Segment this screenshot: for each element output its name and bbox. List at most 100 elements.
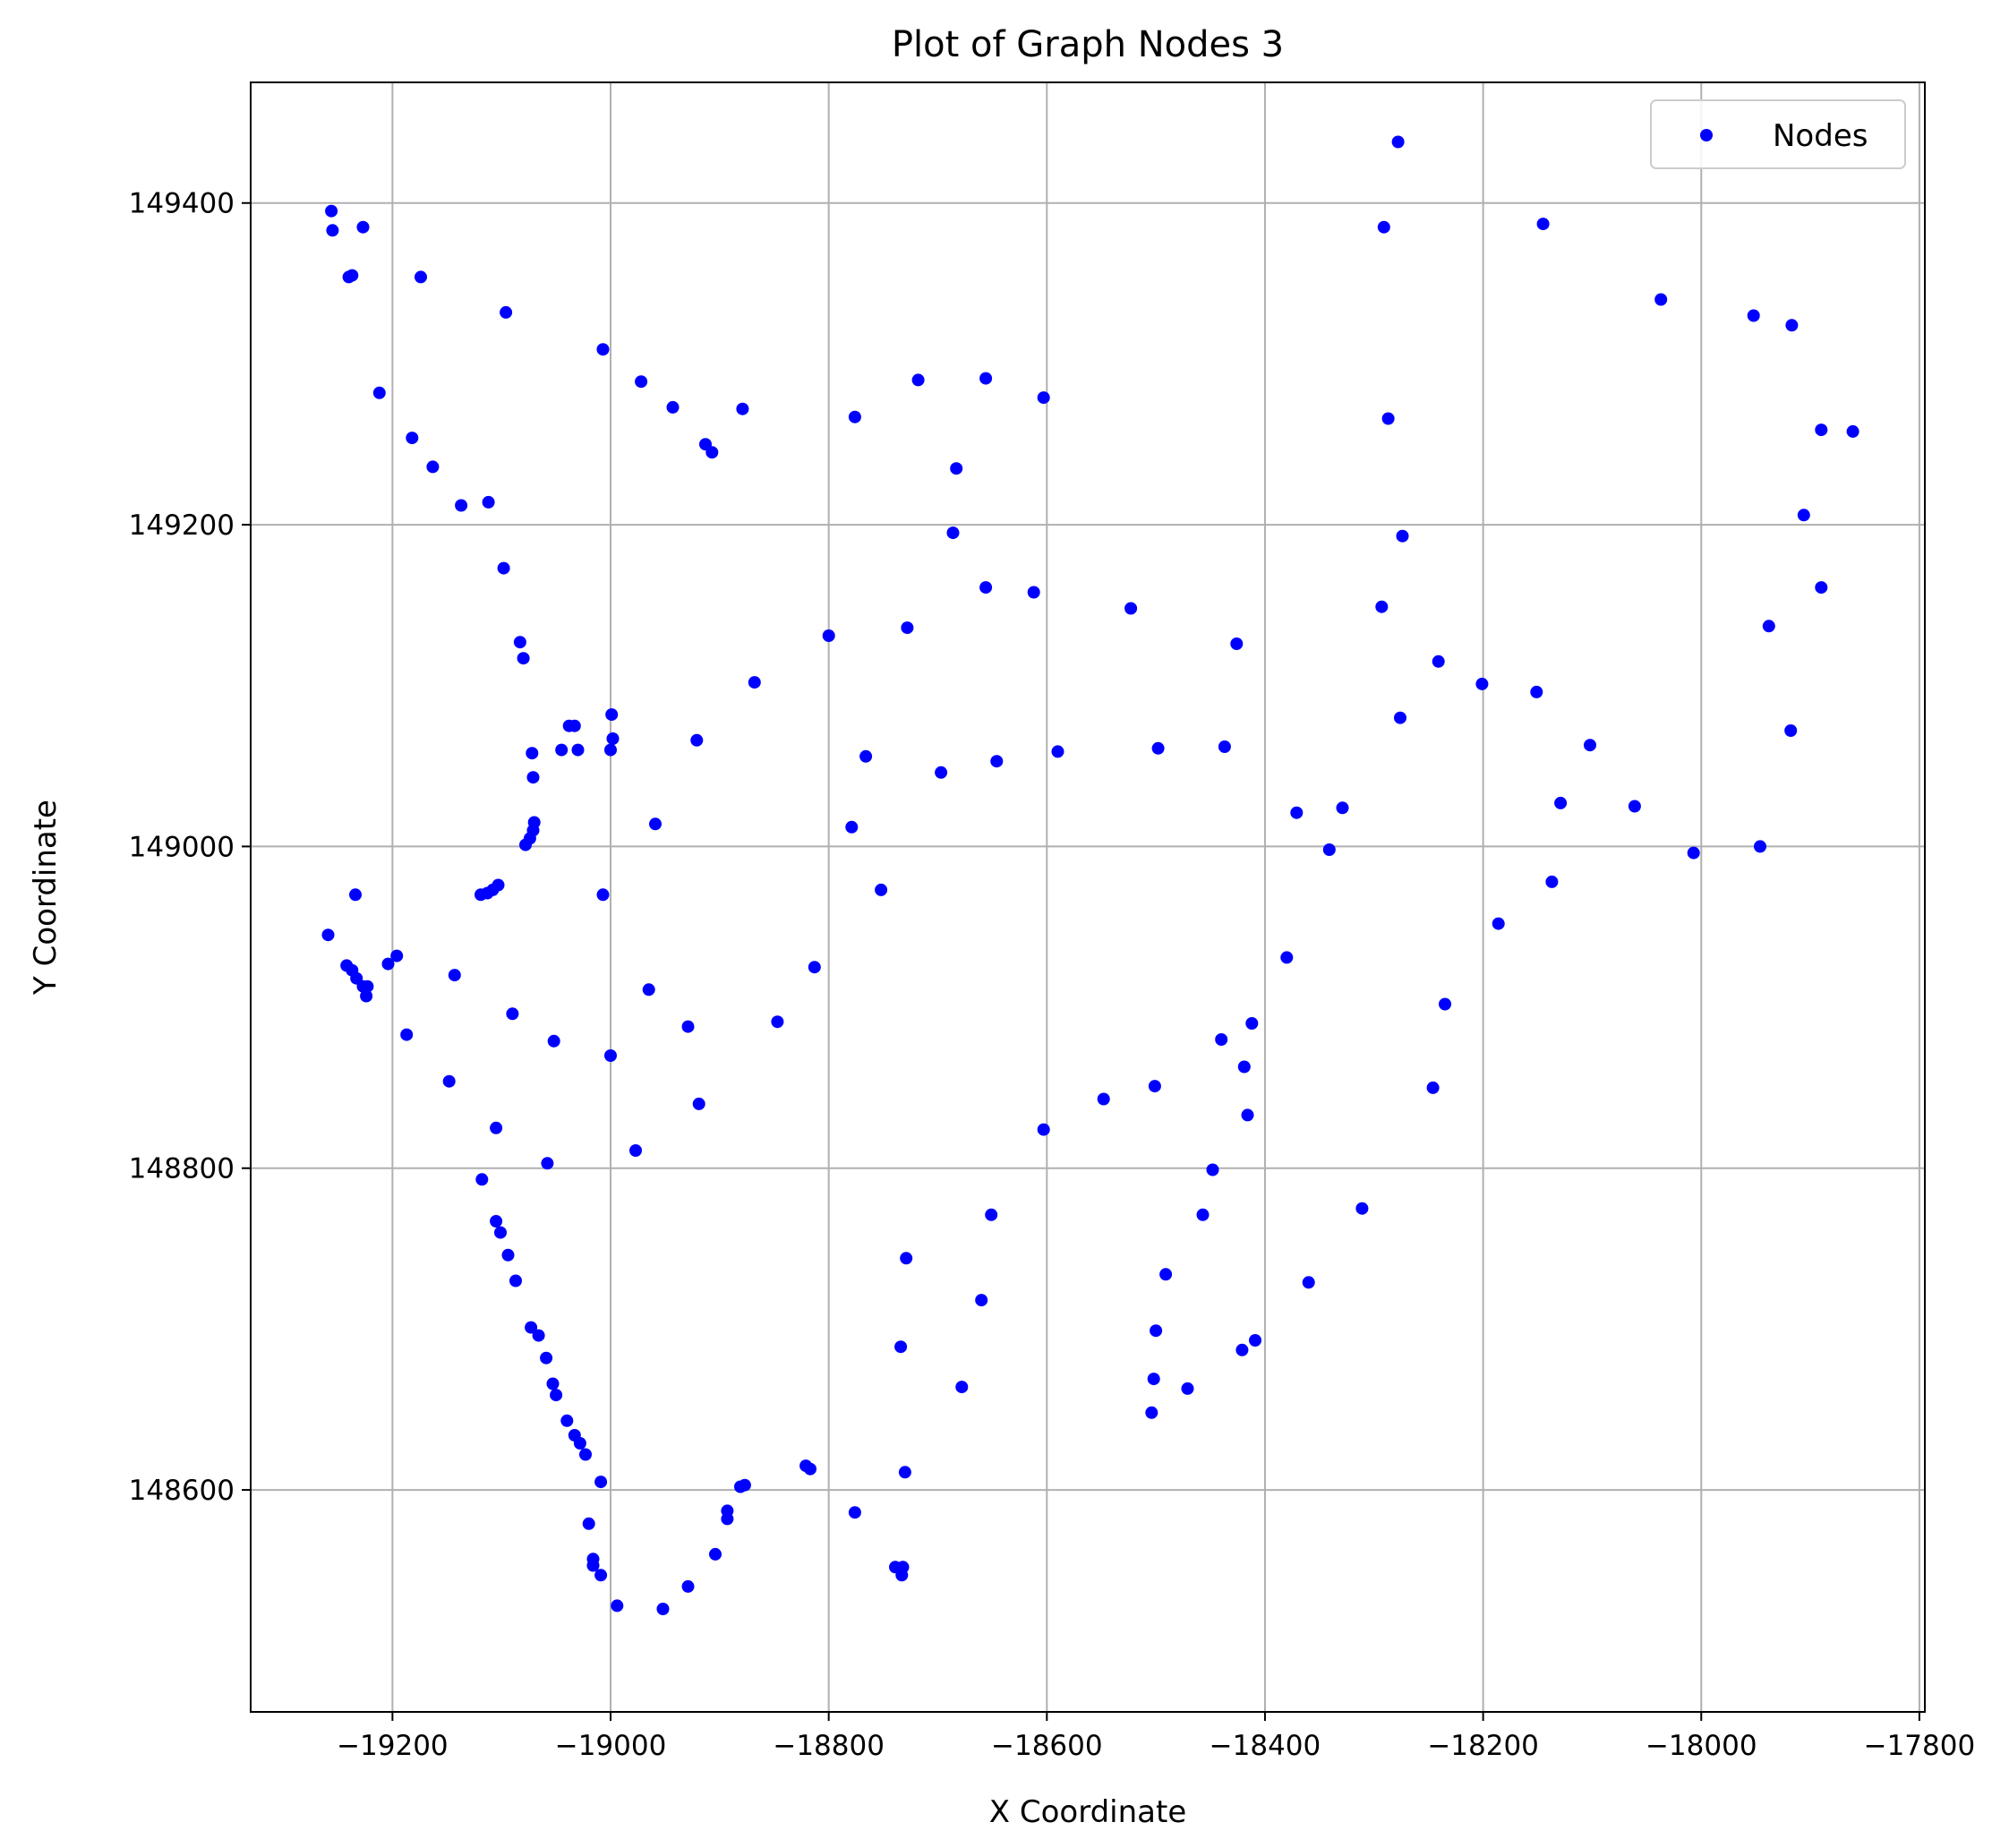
- node-point: [898, 1466, 911, 1479]
- node-point: [822, 629, 835, 642]
- node-point: [1475, 677, 1489, 690]
- node-point: [611, 1599, 624, 1613]
- node-point: [573, 1437, 586, 1450]
- node-point: [895, 1569, 909, 1582]
- node-point: [586, 1559, 600, 1572]
- node-point: [390, 949, 404, 962]
- node-point: [748, 676, 761, 689]
- node-point: [1151, 741, 1165, 755]
- node-point: [1785, 319, 1799, 332]
- node-point: [509, 1274, 522, 1288]
- node-point: [666, 400, 680, 414]
- node-point: [448, 969, 461, 982]
- node-point: [1280, 951, 1294, 964]
- node-point: [482, 495, 495, 509]
- node-point: [525, 1321, 538, 1334]
- node-point: [321, 928, 335, 942]
- node-point: [360, 989, 373, 1003]
- y-axis-label: Y Coordinate: [28, 800, 64, 996]
- node-point: [596, 343, 610, 356]
- node-point: [1322, 843, 1336, 856]
- y-axis-ticks: 148600 148800 149000 149200 149400: [129, 188, 251, 1507]
- node-point: [1797, 509, 1810, 522]
- node-point: [911, 373, 925, 387]
- node-point: [1147, 1373, 1160, 1386]
- x-tick-label: −18000: [1646, 1730, 1757, 1762]
- node-point: [568, 719, 581, 732]
- node-point: [1215, 1033, 1228, 1046]
- node-point: [738, 1478, 751, 1492]
- node-point: [455, 499, 468, 512]
- node-point: [1206, 1163, 1219, 1176]
- node-point: [571, 743, 585, 757]
- x-tick-label: −18400: [1210, 1730, 1321, 1762]
- node-point: [1336, 801, 1349, 815]
- node-point: [1181, 1382, 1194, 1395]
- node-point: [547, 1034, 560, 1048]
- node-point: [1762, 620, 1775, 633]
- node-point: [1492, 917, 1505, 930]
- node-point: [935, 766, 948, 779]
- node-point: [490, 1121, 503, 1134]
- node-point: [955, 1381, 969, 1394]
- node-point: [1754, 840, 1766, 853]
- x-axis-label: X Coordinate: [989, 1794, 1187, 1830]
- node-point: [326, 224, 339, 237]
- node-point: [1536, 218, 1550, 231]
- node-point: [771, 1015, 784, 1029]
- node-point: [1159, 1268, 1173, 1281]
- y-tick-label: 149400: [129, 188, 235, 220]
- node-point: [1245, 1017, 1259, 1030]
- node-point: [635, 375, 648, 389]
- node-point: [1375, 600, 1389, 613]
- node-point: [513, 636, 526, 649]
- node-point: [1302, 1276, 1315, 1289]
- node-point: [381, 957, 395, 971]
- node-point: [656, 1603, 670, 1615]
- node-point: [736, 402, 749, 415]
- node-point: [1051, 745, 1064, 758]
- node-point: [979, 581, 993, 595]
- node-point: [1396, 529, 1409, 543]
- x-tick-label: −19200: [337, 1730, 449, 1762]
- node-point: [526, 771, 540, 784]
- node-point: [1530, 685, 1543, 698]
- node-point: [1545, 875, 1559, 888]
- legend-marker: [1700, 129, 1713, 141]
- node-point: [442, 1074, 456, 1088]
- node-point: [596, 888, 610, 902]
- node-point: [975, 1294, 988, 1307]
- node-point: [604, 743, 617, 757]
- node-point: [721, 1504, 734, 1518]
- node-point: [681, 1020, 695, 1033]
- node-point: [875, 883, 888, 896]
- x-tick-label: −19000: [555, 1730, 667, 1762]
- node-point: [519, 838, 532, 851]
- node-point: [604, 1049, 617, 1062]
- node-point: [1381, 412, 1395, 425]
- y-tick-label: 149000: [129, 831, 235, 863]
- node-point: [1394, 711, 1406, 724]
- node-point: [1377, 220, 1390, 234]
- node-point: [1846, 424, 1859, 438]
- node-point: [1235, 1343, 1249, 1356]
- node-point: [1654, 293, 1668, 306]
- node-point: [1196, 1208, 1210, 1221]
- node-point: [356, 220, 370, 234]
- node-point: [1584, 739, 1596, 752]
- node-point: [325, 204, 338, 218]
- node-point: [605, 708, 619, 722]
- node-point: [361, 980, 374, 993]
- node-point: [400, 1028, 414, 1041]
- node-point: [1628, 800, 1641, 813]
- plot-area-frame: [250, 81, 1926, 1713]
- node-point: [426, 460, 440, 474]
- node-point: [550, 1389, 563, 1402]
- node-point: [475, 1173, 489, 1186]
- node-point: [497, 561, 510, 575]
- node-point: [579, 1448, 592, 1461]
- node-point: [555, 743, 569, 757]
- node-point: [546, 1377, 560, 1390]
